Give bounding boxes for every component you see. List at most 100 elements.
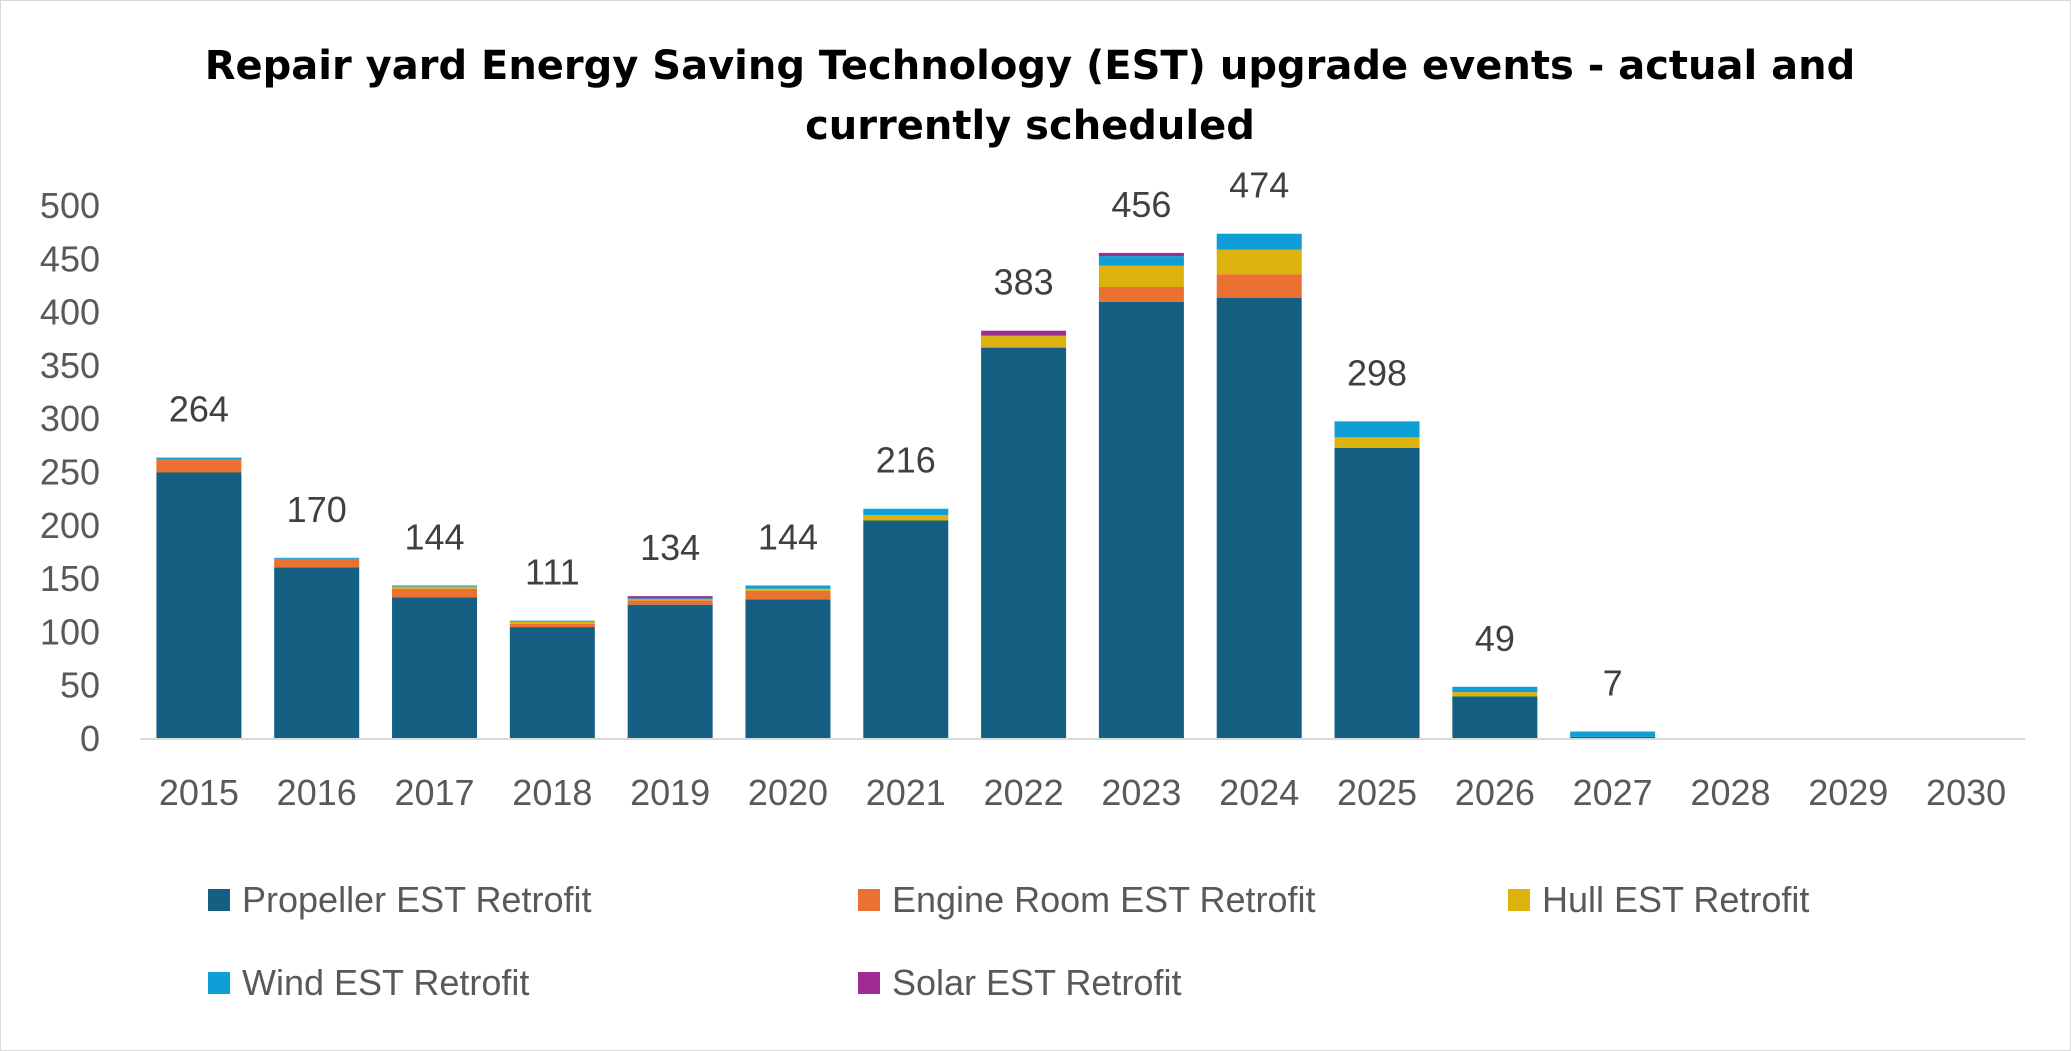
- legend-swatch: [1508, 889, 1530, 911]
- bar-segment: [745, 599, 831, 739]
- legend-label: Hull EST Retrofit: [1542, 879, 1810, 920]
- bar-segment: [509, 620, 595, 622]
- x-tick-label: 2021: [866, 772, 946, 813]
- y-tick-label: 250: [40, 452, 100, 493]
- y-tick-label: 0: [80, 718, 100, 759]
- y-tick-label: 150: [40, 558, 100, 599]
- bar-segment: [863, 515, 949, 521]
- bar-segment: [1452, 686, 1538, 693]
- bar-segment: [1098, 301, 1184, 739]
- bar-segment: [274, 567, 360, 739]
- bar-segment: [392, 588, 478, 598]
- bar-segment: [627, 598, 713, 600]
- bar-segment: [981, 334, 1067, 337]
- bar-segment: [1216, 233, 1302, 250]
- bar-segment: [745, 588, 831, 591]
- x-tick-label: 2015: [159, 772, 239, 813]
- legend-swatch: [858, 889, 880, 911]
- y-tick-label: 200: [40, 505, 100, 546]
- bar-segment: [1334, 421, 1420, 438]
- data-label: 216: [876, 440, 936, 481]
- y-tick-label: 450: [40, 238, 100, 279]
- data-label: 49: [1475, 618, 1515, 659]
- bar-segment: [745, 590, 831, 600]
- bar-segment: [1098, 287, 1184, 302]
- x-tick-label: 2024: [1219, 772, 1299, 813]
- x-tick-label: 2028: [1690, 772, 1770, 813]
- legend-label: Engine Room EST Retrofit: [892, 879, 1316, 920]
- data-label: 383: [994, 262, 1054, 303]
- data-label: 144: [758, 516, 818, 557]
- bar-segment: [1452, 696, 1538, 739]
- legend-item: Solar EST Retrofit: [858, 958, 1181, 1008]
- bar-segment: [156, 457, 242, 460]
- legend-swatch: [208, 889, 230, 911]
- bar-segment: [981, 347, 1067, 739]
- x-tick-label: 2026: [1455, 772, 1535, 813]
- bar-segment: [1570, 736, 1656, 739]
- bar-segment: [274, 557, 360, 559]
- data-label: 7: [1603, 663, 1623, 704]
- y-tick-label: 500: [40, 185, 100, 226]
- y-tick-label: 300: [40, 398, 100, 439]
- bar-segment: [509, 623, 595, 628]
- bar-segment: [981, 346, 1067, 348]
- bar-segment: [509, 627, 595, 739]
- bar-segment: [1334, 447, 1420, 739]
- bar-segment: [745, 585, 831, 589]
- bar-segment: [1216, 274, 1302, 298]
- data-label: 264: [169, 389, 229, 430]
- x-tick-label: 2027: [1573, 772, 1653, 813]
- x-tick-label: 2016: [277, 772, 357, 813]
- bar-segment: [1216, 297, 1302, 739]
- y-tick-label: 50: [60, 665, 100, 706]
- bar-segment: [156, 459, 242, 473]
- bar-segment: [392, 585, 478, 587]
- bar-segment: [863, 508, 949, 516]
- x-tick-label: 2018: [512, 772, 592, 813]
- bar-segment: [392, 597, 478, 739]
- legend-label: Wind EST Retrofit: [242, 962, 530, 1003]
- bar-segment: [274, 558, 360, 568]
- bar-segment: [509, 621, 595, 624]
- chart-title: Repair yard Energy Saving Technology (ES…: [204, 43, 1856, 149]
- y-tick-label: 400: [40, 292, 100, 333]
- bar-segment: [1570, 731, 1656, 737]
- bar-segment: [627, 599, 713, 601]
- x-tick-label: 2029: [1808, 772, 1888, 813]
- legend-label: Propeller EST Retrofit: [242, 879, 592, 920]
- x-tick-label: 2022: [984, 772, 1064, 813]
- bar-segment: [1334, 437, 1420, 448]
- bar-segment: [627, 596, 713, 599]
- y-tick-label: 350: [40, 345, 100, 386]
- data-label: 144: [404, 516, 464, 557]
- legend-swatch: [858, 972, 880, 994]
- x-tick-label: 2025: [1337, 772, 1417, 813]
- bar-segment: [1098, 256, 1184, 266]
- bar-segment: [1098, 252, 1184, 257]
- bar-segment: [1452, 692, 1538, 697]
- y-tick-label: 100: [40, 611, 100, 652]
- bar-segment: [156, 472, 242, 739]
- bar-segment: [627, 604, 713, 739]
- bar-segment: [1216, 249, 1302, 275]
- legend-item: Hull EST Retrofit: [1508, 875, 1809, 925]
- data-label: 134: [640, 527, 700, 568]
- x-tick-label: 2019: [630, 772, 710, 813]
- x-tick-label: 2023: [1101, 772, 1181, 813]
- bar-segment: [1098, 265, 1184, 288]
- data-label: 456: [1111, 184, 1171, 225]
- legend-label: Solar EST Retrofit: [892, 962, 1182, 1003]
- data-label: 111: [525, 552, 580, 593]
- data-label: 474: [1229, 165, 1289, 206]
- legend-item: Engine Room EST Retrofit: [858, 875, 1316, 925]
- bar-segment: [392, 586, 478, 589]
- bar-segment: [981, 330, 1067, 335]
- x-tick-label: 2020: [748, 772, 828, 813]
- legend-item: Propeller EST Retrofit: [208, 875, 591, 925]
- x-tick-label: 2017: [394, 772, 474, 813]
- x-tick-label: 2030: [1926, 772, 2006, 813]
- bar-segment: [981, 336, 1067, 347]
- bar-segment: [863, 520, 949, 739]
- legend-item: Wind EST Retrofit: [208, 958, 529, 1008]
